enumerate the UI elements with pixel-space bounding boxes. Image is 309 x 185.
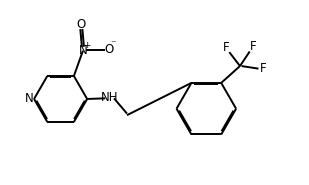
Text: NH: NH bbox=[101, 91, 119, 104]
Text: +: + bbox=[83, 41, 91, 50]
Text: F: F bbox=[260, 62, 267, 75]
Text: O: O bbox=[77, 18, 86, 31]
Text: N: N bbox=[78, 44, 87, 57]
Text: ⁻: ⁻ bbox=[110, 40, 116, 50]
Text: O: O bbox=[104, 43, 113, 56]
Text: F: F bbox=[223, 41, 229, 54]
Text: F: F bbox=[250, 40, 257, 53]
Text: N: N bbox=[25, 92, 34, 105]
